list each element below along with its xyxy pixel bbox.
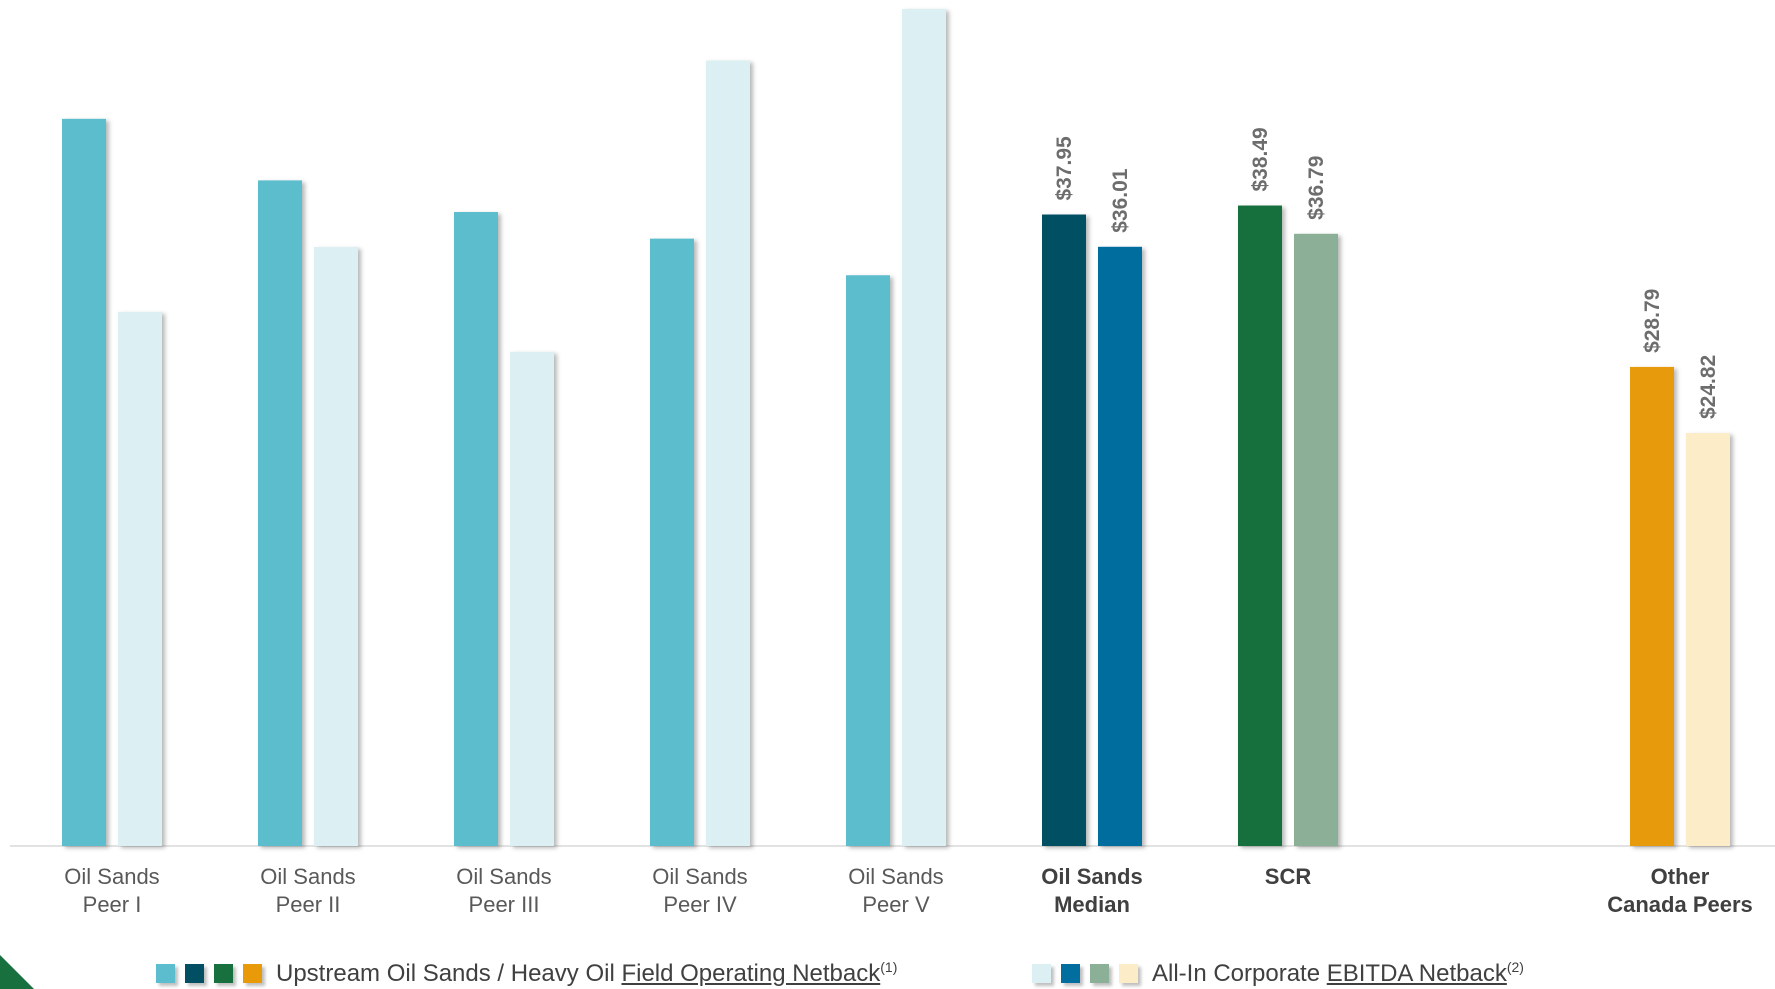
x-tick-label: Oil Sands (64, 864, 159, 889)
legend-text-underlined: EBITDA Netback (1326, 959, 1507, 987)
bar-series2-cat4 (706, 60, 750, 847)
data-label: $28.79 (1641, 289, 1664, 353)
bar-series2-cat8 (1686, 432, 1730, 846)
bar-series1-cat6 (1042, 214, 1086, 847)
bar-series1-cat8 (1630, 366, 1674, 846)
legend-label: All-In Corporate EBITDA Netback(2) (1152, 959, 1524, 988)
data-label: $36.01 (1109, 168, 1132, 233)
x-tick-label: Canada Peers (1607, 892, 1753, 917)
x-tick-label: Oil Sands (848, 864, 943, 889)
bar-series2-cat6 (1098, 246, 1142, 847)
bar-series1-cat2 (258, 180, 302, 846)
x-tick-label: Oil Sands (456, 864, 551, 889)
footnote-marker: (2) (1506, 958, 1524, 975)
legend-swatch (185, 963, 204, 983)
bar-series2-cat1 (118, 311, 162, 847)
footnote-marker: (1) (880, 958, 898, 975)
bar-series1-cat1 (62, 118, 106, 846)
data-label: $24.82 (1697, 355, 1720, 419)
legend-swatch (1119, 963, 1138, 983)
x-tick-label: Peer II (276, 892, 341, 917)
legend-swatch (1032, 963, 1051, 983)
bar-series2-cat5 (902, 9, 946, 847)
legend-label: Upstream Oil Sands / Heavy Oil Field Ope… (276, 959, 897, 988)
legend-swatch (1090, 963, 1109, 983)
legend-text: All-In Corporate (1152, 959, 1327, 987)
legend-swatch (156, 963, 175, 983)
bar-series2-cat7 (1294, 233, 1338, 847)
x-tick-label: Peer V (862, 892, 930, 917)
x-tick-label: Peer III (469, 892, 540, 917)
legend-text: Upstream Oil Sands / Heavy Oil (276, 959, 622, 987)
x-tick-label: Peer IV (663, 892, 737, 917)
legend-swatch (1061, 963, 1080, 983)
legend-swatch (214, 963, 233, 983)
x-tick-label: Peer I (83, 892, 142, 917)
x-tick-label: Oil Sands (652, 864, 747, 889)
data-label: $36.79 (1305, 156, 1328, 220)
bar-series1-cat4 (650, 238, 694, 846)
legend-swatch (243, 963, 262, 983)
bar-series1-cat5 (846, 275, 890, 846)
data-label: $38.49 (1249, 127, 1272, 191)
x-tick-label: Oil Sands (1041, 864, 1142, 889)
x-tick-label: Oil Sands (260, 864, 355, 889)
bar-series2-cat2 (314, 246, 358, 846)
x-tick-label: SCR (1265, 864, 1312, 889)
x-tick-label: Other (1651, 864, 1710, 889)
data-label: $37.95 (1053, 136, 1076, 201)
bar-series1-cat7 (1238, 205, 1282, 847)
legend-series-1: Upstream Oil Sands / Heavy Oil Field Ope… (156, 958, 897, 988)
bar-series2-cat3 (510, 351, 554, 846)
corner-accent (0, 955, 34, 989)
bar-series1-cat3 (454, 212, 498, 847)
legend-series-2: All-In Corporate EBITDA Netback(2) (1032, 958, 1524, 988)
x-tick-label: Median (1054, 892, 1130, 917)
legend-text-underlined: Field Operating Netback (621, 959, 881, 987)
